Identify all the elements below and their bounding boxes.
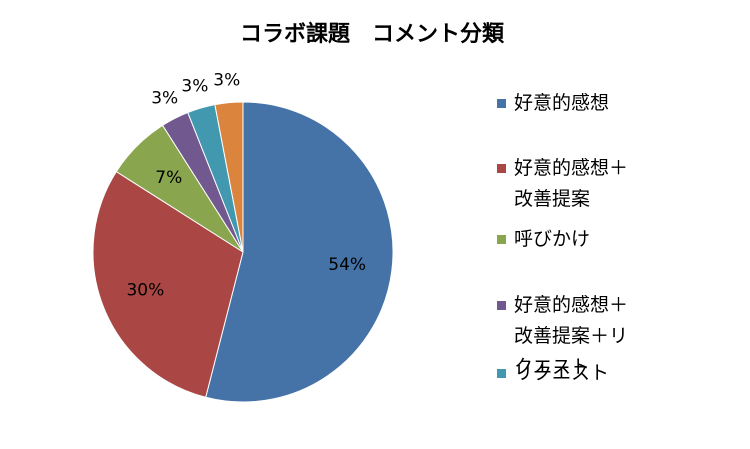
data-label: 3% (181, 76, 208, 96)
pie-slice (214, 101, 244, 253)
legend-swatch (497, 301, 506, 310)
data-label: 3% (213, 70, 240, 90)
legend-item: 好意的感想＋改善提案 (497, 153, 727, 215)
legend-item: 呼びかけ (497, 224, 727, 255)
pie-slice (205, 101, 394, 403)
data-label: 54% (328, 255, 366, 275)
legend-swatch (497, 164, 506, 173)
data-label: 30% (126, 281, 164, 301)
data-label: 3% (151, 88, 178, 108)
legend-item: リクエスト (497, 358, 727, 389)
pie-slice (92, 170, 244, 398)
chart-title: コラボ課題 コメント分類 (240, 21, 505, 47)
legend-item: 好意的感想 (497, 88, 727, 119)
legend-label: リクエスト (514, 362, 610, 384)
legend-swatch (497, 369, 506, 378)
legend-item: 好意的感想＋改善提案＋リクエスト (497, 290, 727, 383)
legend-label: 好意的感想 (514, 92, 610, 114)
legend-label: 好意的感想＋改善提案＋リクエスト (514, 294, 629, 378)
data-label: 7% (155, 168, 182, 188)
legend-label: 好意的感想＋改善提案 (514, 157, 629, 210)
legend-label: 呼びかけ (514, 228, 591, 250)
legend-swatch (497, 235, 506, 244)
legend-swatch (497, 99, 506, 108)
